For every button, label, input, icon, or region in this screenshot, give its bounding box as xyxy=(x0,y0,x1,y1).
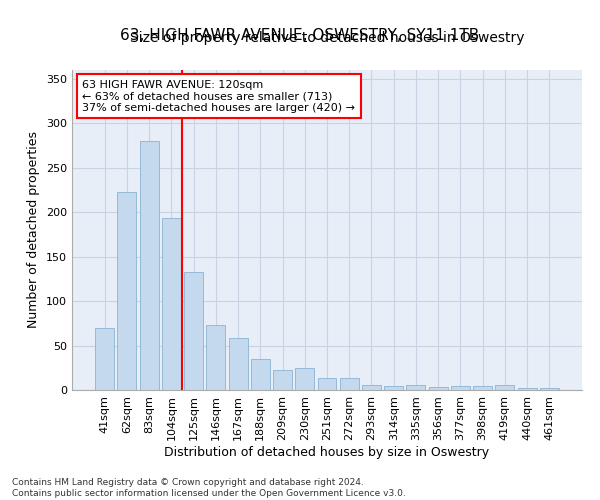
Title: Size of property relative to detached houses in Oswestry: Size of property relative to detached ho… xyxy=(130,31,524,45)
Bar xyxy=(162,218,181,390)
Bar xyxy=(184,272,203,390)
Bar xyxy=(118,192,136,390)
Y-axis label: Number of detached properties: Number of detached properties xyxy=(28,132,40,328)
Text: Contains HM Land Registry data © Crown copyright and database right 2024.
Contai: Contains HM Land Registry data © Crown c… xyxy=(12,478,406,498)
Bar xyxy=(95,328,114,390)
Bar xyxy=(496,384,514,390)
Bar xyxy=(384,386,403,390)
Bar xyxy=(518,388,536,390)
Bar xyxy=(340,378,359,390)
Bar xyxy=(362,384,381,390)
Bar xyxy=(251,359,270,390)
Bar xyxy=(317,378,337,390)
Bar xyxy=(140,141,158,390)
Bar xyxy=(229,338,248,390)
Bar xyxy=(540,388,559,390)
X-axis label: Distribution of detached houses by size in Oswestry: Distribution of detached houses by size … xyxy=(164,446,490,458)
Text: 63, HIGH FAWR AVENUE, OSWESTRY, SY11 1TB: 63, HIGH FAWR AVENUE, OSWESTRY, SY11 1TB xyxy=(121,28,479,42)
Text: 63 HIGH FAWR AVENUE: 120sqm
← 63% of detached houses are smaller (713)
37% of se: 63 HIGH FAWR AVENUE: 120sqm ← 63% of det… xyxy=(82,80,355,113)
Bar xyxy=(273,370,292,390)
Bar xyxy=(429,388,448,390)
Bar xyxy=(473,386,492,390)
Bar xyxy=(406,384,425,390)
Bar xyxy=(451,386,470,390)
Bar xyxy=(295,368,314,390)
Bar xyxy=(206,325,225,390)
